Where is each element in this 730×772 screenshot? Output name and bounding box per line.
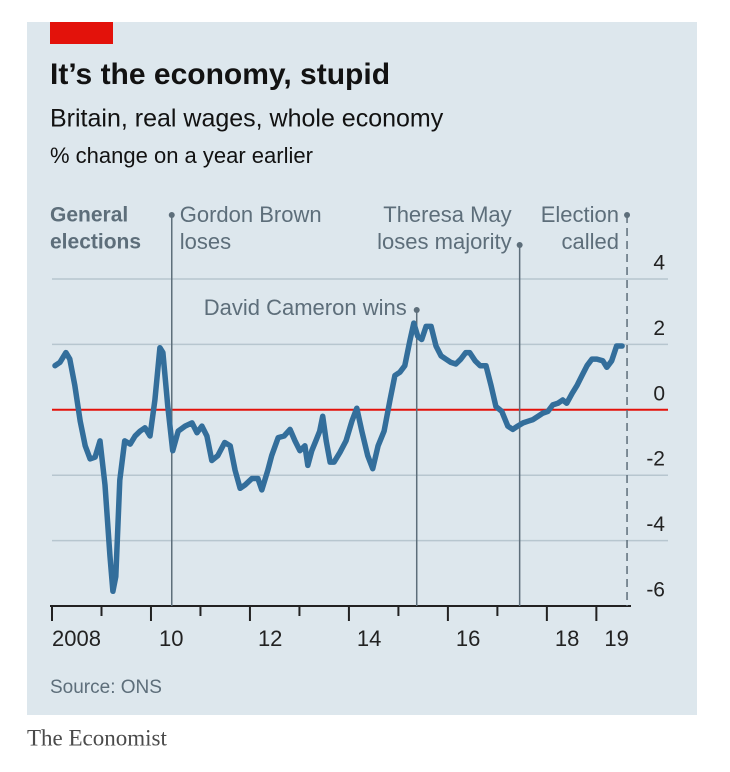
x-tick-label: 18 xyxy=(555,626,579,651)
event-label: Theresa May xyxy=(383,202,511,227)
event-dot xyxy=(624,212,631,218)
chart-title: It’s the economy, stupid xyxy=(50,58,390,91)
red-tab xyxy=(50,22,113,44)
y-tick-label: 2 xyxy=(653,317,665,340)
y-tick-label: -2 xyxy=(646,448,665,471)
event-label: loses xyxy=(180,229,231,254)
event-dot xyxy=(168,212,175,218)
event-label: Gordon Brown xyxy=(180,202,322,227)
event-label: called xyxy=(562,229,619,254)
source: Source: ONS xyxy=(50,677,162,698)
x-tick-label: 12 xyxy=(258,626,282,651)
x-tick-label: 14 xyxy=(357,626,381,651)
x-tick-label: 10 xyxy=(159,626,183,651)
annotation: General xyxy=(50,204,128,227)
event-dot xyxy=(516,242,523,248)
unit-label: % change on a year earlier xyxy=(50,143,313,168)
y-tick-label: -6 xyxy=(646,579,665,602)
x-tick-label: 19 xyxy=(604,626,628,651)
event-label: David Cameron wins xyxy=(204,295,407,320)
x-tick-label: 16 xyxy=(456,626,480,651)
chart-subtitle: Britain, real wages, whole economy xyxy=(50,105,444,133)
x-tick-label: 2008 xyxy=(52,626,101,651)
footer: The Economist xyxy=(27,725,167,750)
data-line xyxy=(52,320,625,595)
event-dot xyxy=(413,307,420,313)
y-tick-label: 4 xyxy=(653,252,665,275)
event-label: loses majority xyxy=(377,229,511,254)
y-tick-label: 0 xyxy=(653,382,665,405)
annotation: elections xyxy=(50,231,141,254)
event-label: Election xyxy=(541,202,619,227)
y-tick-label: -4 xyxy=(646,513,665,536)
